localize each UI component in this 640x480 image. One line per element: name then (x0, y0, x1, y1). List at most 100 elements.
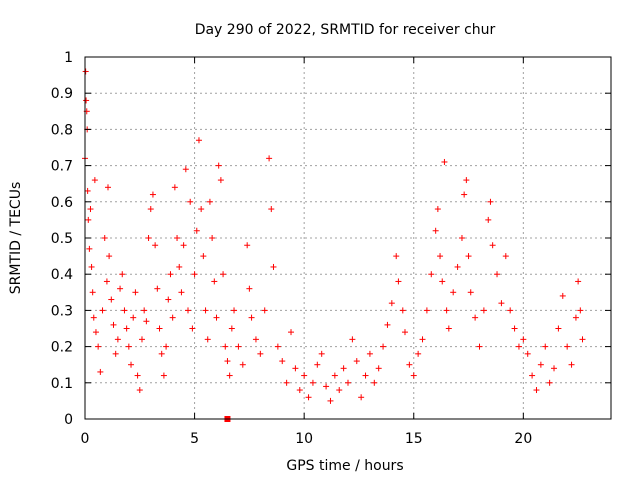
data-point (406, 361, 413, 368)
data-point (204, 336, 211, 343)
data-point (195, 137, 202, 144)
data-point (105, 184, 112, 191)
data-point (110, 321, 117, 328)
data-point (193, 227, 200, 234)
data-point (176, 263, 183, 270)
data-point (472, 314, 479, 321)
data-point (125, 343, 132, 350)
data-point (349, 336, 356, 343)
data-point (292, 365, 299, 372)
data-point (117, 285, 124, 292)
data-point (261, 307, 268, 314)
data-point (239, 361, 246, 368)
data-point (428, 271, 435, 278)
data-point (353, 358, 360, 365)
data-point (537, 361, 544, 368)
data-point (423, 307, 430, 314)
data-point (384, 321, 391, 328)
data-point (123, 325, 130, 332)
data-point (231, 307, 238, 314)
data-point (165, 296, 172, 303)
data-point (121, 307, 128, 314)
x-tick-label: 5 (190, 431, 199, 447)
data-point (202, 307, 209, 314)
data-point (134, 372, 141, 379)
data-point (577, 307, 584, 314)
data-point (340, 365, 347, 372)
data-point (178, 289, 185, 296)
data-point (476, 343, 483, 350)
y-tick-label: 0 (64, 412, 73, 428)
data-point (220, 271, 227, 278)
data-point (314, 361, 321, 368)
data-point (92, 329, 99, 336)
data-point (366, 350, 373, 357)
data-point (395, 278, 402, 285)
data-point (149, 191, 156, 198)
data-point (529, 372, 536, 379)
data-point (362, 372, 369, 379)
data-point (301, 372, 308, 379)
data-point (388, 300, 395, 307)
y-tick-label: 0.1 (51, 376, 73, 392)
data-point (480, 307, 487, 314)
data-point (487, 198, 494, 205)
data-point (371, 379, 378, 386)
data-point (434, 206, 441, 213)
data-point (318, 350, 325, 357)
data-point (551, 365, 558, 372)
data-point (174, 235, 181, 241)
data-point (91, 177, 98, 184)
data-point (89, 289, 96, 296)
data-point (85, 216, 92, 223)
data-point (213, 314, 220, 321)
data-point (524, 350, 531, 357)
data-point (217, 177, 224, 184)
data-point (198, 206, 205, 213)
data-point (200, 253, 207, 260)
data-point (95, 343, 102, 350)
x-axis-label: GPS time / hours (286, 458, 403, 474)
data-point (83, 97, 90, 104)
data-point (288, 329, 295, 336)
data-point (358, 394, 365, 401)
data-point (167, 271, 174, 278)
data-point (182, 166, 189, 173)
data-point (156, 325, 163, 332)
data-point (244, 242, 251, 249)
y-tick-label: 0.8 (51, 122, 73, 138)
data-point (84, 187, 91, 194)
data-point (399, 307, 406, 314)
data-point (119, 271, 126, 278)
data-point (507, 307, 514, 314)
data-point (191, 271, 198, 278)
data-point (97, 368, 104, 375)
data-point (559, 292, 566, 299)
data-point (461, 191, 468, 198)
data-point (568, 361, 575, 368)
data-point (169, 314, 176, 321)
data-point (575, 278, 582, 285)
data-point (222, 343, 229, 350)
data-point (266, 155, 273, 162)
data-point (114, 336, 121, 343)
x-tick-label: 15 (405, 431, 423, 447)
data-point (90, 314, 97, 321)
data-point (520, 336, 527, 343)
y-tick-label: 0.6 (51, 195, 73, 211)
x-tick-label: 0 (81, 431, 90, 447)
data-point (86, 245, 93, 252)
data-point (112, 350, 119, 357)
plot-frame (84, 56, 612, 420)
data-point (345, 379, 351, 386)
data-point (494, 271, 501, 278)
data-point (103, 278, 110, 285)
data-points (82, 68, 586, 422)
data-point (465, 253, 472, 260)
y-tick-label: 0.5 (51, 231, 73, 247)
data-point (415, 350, 422, 357)
data-point (143, 318, 150, 325)
data-point (132, 289, 139, 296)
data-point (152, 242, 159, 249)
chart-title: Day 290 of 2022, SRMTID for receiver chu… (195, 22, 496, 38)
